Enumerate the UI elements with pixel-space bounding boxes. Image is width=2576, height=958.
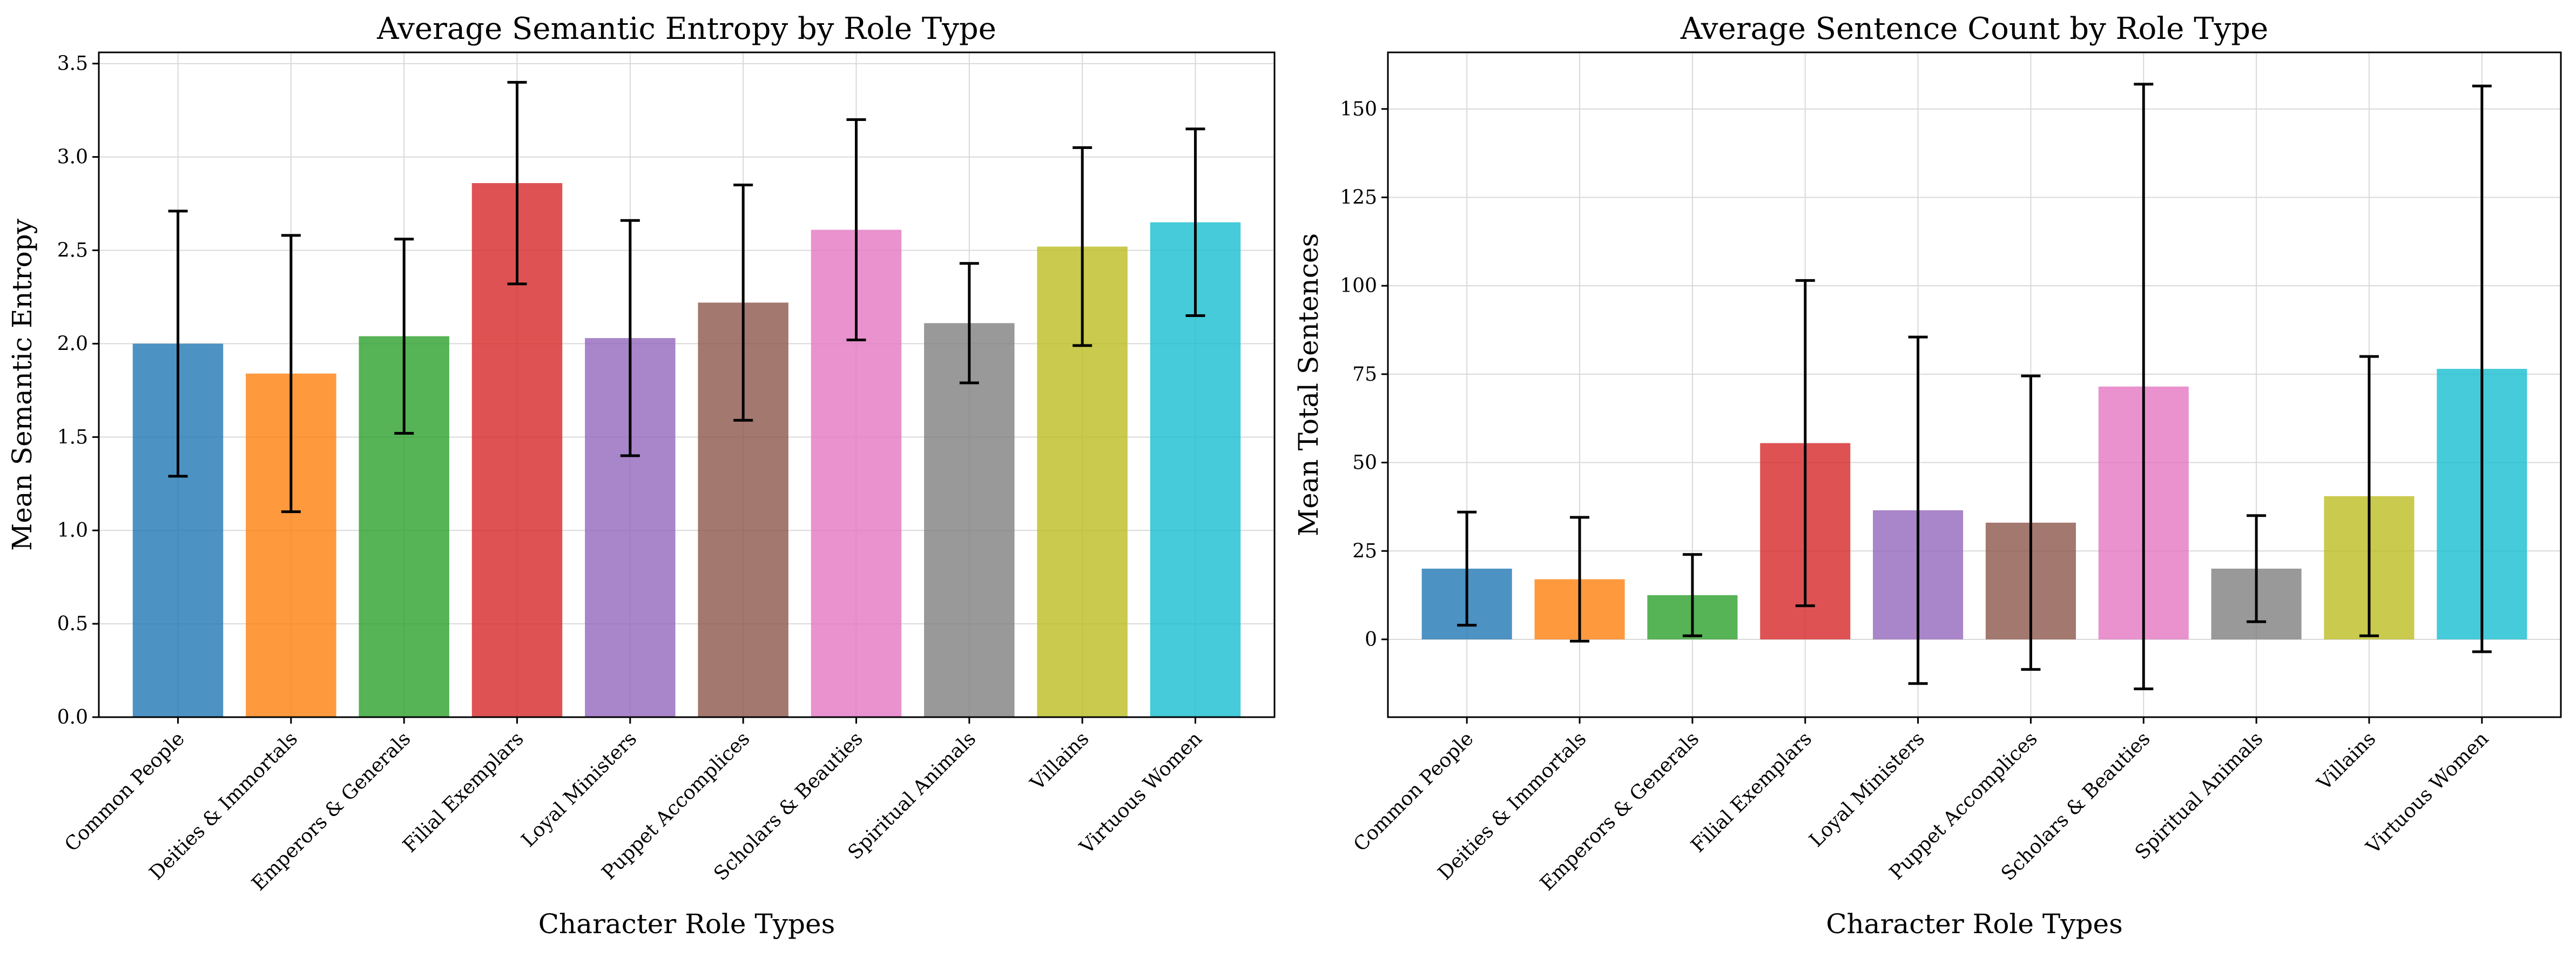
- sentence-x-tick-label: Villains: [2312, 727, 2380, 795]
- sentence-y-axis-label: Mean Total Sentences: [1293, 233, 1324, 536]
- entropy-error-bars: [168, 80, 1205, 514]
- sentence-y-tick-label: 150: [1340, 98, 1377, 120]
- entropy-chart: 0.0 0.5 1.0 1.5 2.0 2.5 3.0 3.5 Common PeopleDe…: [6, 11, 1276, 940]
- sentence-y-tick-label: 0: [1365, 629, 1377, 651]
- entropy-y-tick-label: 0.0: [57, 706, 88, 728]
- sentence-y-tick-label: 100: [1340, 275, 1377, 297]
- sentence-y-tick-label: 25: [1352, 540, 1377, 562]
- sentence-x-tick-label: Common People: [1350, 727, 1478, 856]
- entropy-x-tick-label: Virtuous Women: [1075, 727, 1206, 859]
- sentence-chart-title: Average Sentence Count by Role Type: [1680, 11, 2268, 46]
- entropy-chart-title: Average Semantic Entropy by Role Type: [376, 11, 996, 46]
- sentence-bars: [1421, 369, 2527, 639]
- entropy-x-tick-label: Loyal Ministers: [517, 727, 641, 851]
- sentence-x-tick-label: Virtuous Women: [2362, 727, 2493, 859]
- entropy-y-tick-label: 2.0: [57, 333, 88, 355]
- sentence-plot-frame: [1387, 51, 2562, 718]
- entropy-y-tick-label: 1.0: [57, 520, 88, 542]
- entropy-x-tick-label: Common People: [60, 727, 189, 856]
- sentence-y-tick-label: 75: [1352, 363, 1377, 386]
- entropy-x-tick-label: Spiritual Animals: [844, 727, 981, 864]
- entropy-y-tick-label: 3.0: [57, 146, 88, 168]
- sentence-x-tick-label: Filial Exemplars: [1687, 727, 1816, 856]
- entropy-y-tick-label: 3.5: [57, 53, 88, 75]
- entropy-x-tick-label: Filial Exemplars: [399, 727, 528, 856]
- sentence-y-tick-label: 125: [1340, 186, 1377, 208]
- entropy-y-axis-label: Mean Semantic Entropy: [6, 218, 38, 551]
- entropy-x-tick-label: Villains: [1026, 727, 1094, 795]
- entropy-bar: [924, 323, 1015, 717]
- entropy-plot-frame: [98, 51, 1276, 718]
- sentence-x-axis-label: Character Role Types: [1826, 908, 2123, 940]
- sentence-y-tick-label: 50: [1352, 452, 1377, 474]
- entropy-bars: [132, 183, 1241, 718]
- sentence-y-axis: 0 25 50 75 100 125 150: [1340, 98, 1388, 651]
- entropy-y-tick-label: 0.5: [57, 613, 88, 635]
- sentence-x-tick-label: Loyal Ministers: [1805, 727, 1929, 851]
- entropy-y-tick-label: 2.5: [57, 240, 88, 262]
- sentence-error-bars: [1457, 83, 2492, 691]
- sentence-x-tick-label: Spiritual Animals: [2131, 727, 2268, 864]
- entropy-y-tick-label: 1.5: [57, 426, 88, 448]
- entropy-y-axis: 0.0 0.5 1.0 1.5 2.0 2.5 3.0 3.5: [57, 53, 99, 728]
- entropy-x-axis-label: Character Role Types: [538, 908, 835, 940]
